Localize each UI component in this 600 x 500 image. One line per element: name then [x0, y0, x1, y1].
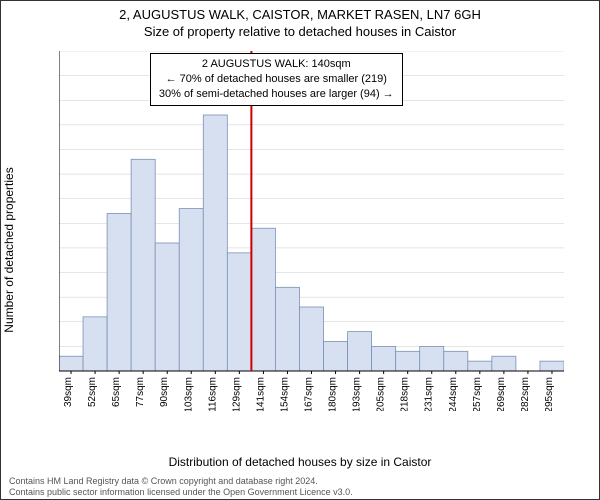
info-box: 2 AUGUSTUS WALK: 140sqm ← 70% of detache…	[150, 53, 403, 106]
svg-text:39sqm: 39sqm	[63, 377, 74, 407]
svg-text:205sqm: 205sqm	[376, 377, 387, 411]
svg-text:244sqm: 244sqm	[448, 377, 459, 411]
svg-text:154sqm: 154sqm	[279, 377, 290, 411]
title-main: 2, AUGUSTUS WALK, CAISTOR, MARKET RASEN,…	[1, 7, 599, 22]
footer: Contains HM Land Registry data © Crown c…	[9, 476, 353, 499]
svg-text:103sqm: 103sqm	[183, 377, 194, 411]
svg-text:77sqm: 77sqm	[135, 377, 146, 407]
info-line-3: 30% of semi-detached houses are larger (…	[159, 87, 394, 102]
svg-text:269sqm: 269sqm	[496, 377, 507, 411]
footer-line-2: Contains public sector information licen…	[9, 487, 353, 498]
svg-text:180sqm: 180sqm	[328, 377, 339, 411]
info-line-1: 2 AUGUSTUS WALK: 140sqm	[159, 57, 394, 72]
svg-text:218sqm: 218sqm	[400, 377, 411, 411]
chart-area: 0510152025303540455055606539sqm52sqm65sq…	[59, 51, 564, 411]
svg-text:129sqm: 129sqm	[231, 377, 242, 411]
chart-container: 2, AUGUSTUS WALK, CAISTOR, MARKET RASEN,…	[0, 0, 600, 500]
svg-text:282sqm: 282sqm	[520, 377, 531, 411]
svg-text:231sqm: 231sqm	[424, 377, 435, 411]
svg-text:116sqm: 116sqm	[207, 377, 218, 411]
svg-text:90sqm: 90sqm	[159, 377, 170, 407]
footer-line-1: Contains HM Land Registry data © Crown c…	[9, 476, 353, 487]
x-axis-label: Distribution of detached houses by size …	[1, 455, 599, 469]
title-sub: Size of property relative to detached ho…	[1, 24, 599, 39]
svg-text:193sqm: 193sqm	[352, 377, 363, 411]
svg-text:65sqm: 65sqm	[111, 377, 122, 407]
svg-text:167sqm: 167sqm	[304, 377, 315, 411]
svg-text:295sqm: 295sqm	[544, 377, 555, 411]
svg-text:257sqm: 257sqm	[472, 377, 483, 411]
svg-text:141sqm: 141sqm	[255, 377, 266, 411]
svg-text:52sqm: 52sqm	[87, 377, 98, 407]
y-axis-label: Number of detached properties	[2, 167, 16, 332]
info-line-2: ← 70% of detached houses are smaller (21…	[159, 72, 394, 87]
